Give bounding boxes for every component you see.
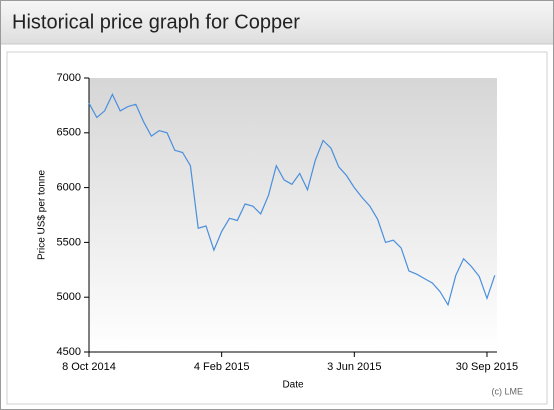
chart-title: Historical price graph for Copper bbox=[12, 11, 300, 33]
panel bbox=[6, 51, 548, 405]
y-axis-label: Price US$ per tonne bbox=[37, 170, 48, 260]
y-tick-label: 6000 bbox=[57, 182, 81, 194]
x-tick-label: 30 Sep 2015 bbox=[456, 361, 518, 373]
x-tick-label: 3 Jun 2015 bbox=[327, 361, 381, 373]
y-tick-label: 5000 bbox=[57, 291, 81, 303]
x-tick-label: 8 Oct 2014 bbox=[62, 361, 116, 373]
plot-area bbox=[89, 78, 497, 352]
y-tick-label: 7000 bbox=[57, 72, 81, 84]
y-tick-label: 5500 bbox=[57, 236, 81, 248]
y-tick-label: 6500 bbox=[57, 127, 81, 139]
price-line bbox=[88, 92, 496, 307]
y-tick-label: 4500 bbox=[57, 346, 81, 358]
x-tick-label: 4 Feb 2015 bbox=[194, 361, 250, 373]
header bbox=[1, 1, 553, 44]
x-axis-label: Date bbox=[282, 380, 304, 391]
credit: (c) LME bbox=[492, 386, 524, 396]
